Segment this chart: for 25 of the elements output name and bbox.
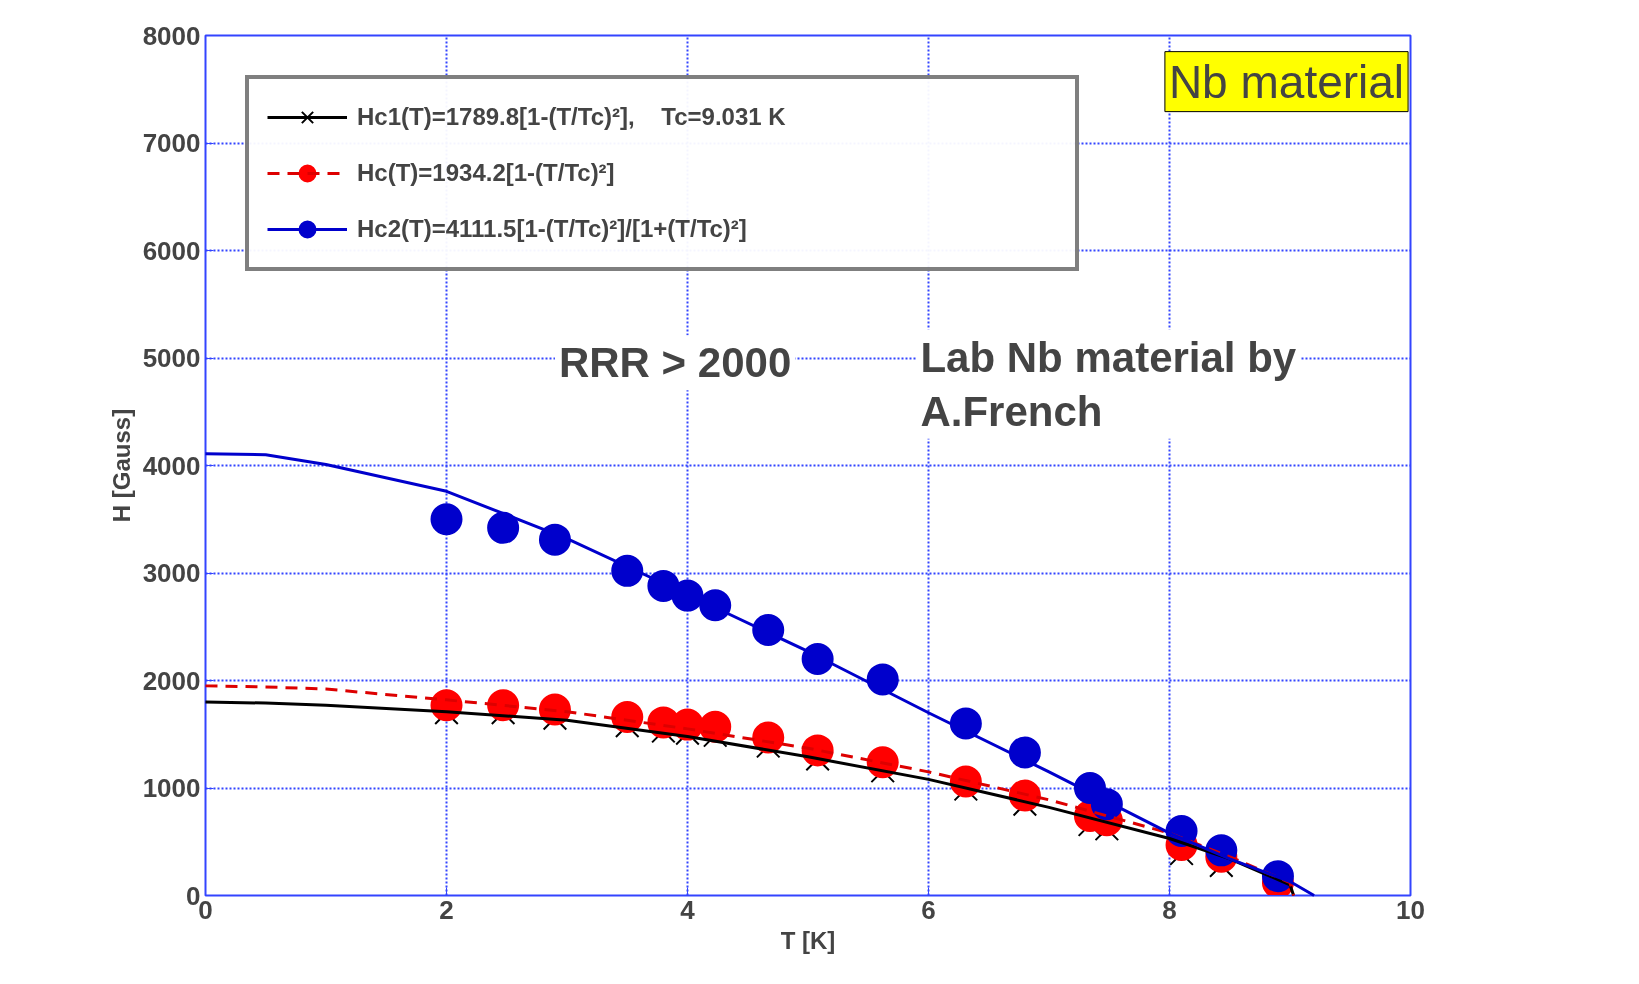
x-tick-label: 2 (439, 894, 454, 925)
y-axis-title: H [Gauss] (107, 408, 135, 523)
point (866, 663, 899, 696)
x-tick-label: 6 (921, 894, 936, 925)
annotation: Lab Nb material by A.French (920, 333, 1297, 435)
x-tick-label: 8 (1162, 894, 1177, 925)
point (430, 503, 463, 536)
y-tick-label: 5000 (142, 343, 201, 373)
y-tick-label: 3000 (142, 558, 201, 588)
y-tick-label: 2000 (142, 665, 201, 696)
x-tick-label: 4 (680, 894, 696, 925)
y-tick-label: 7000 (142, 128, 201, 158)
annotation: Nb material (1168, 55, 1405, 108)
line-series (204, 452, 1316, 897)
legend-label: Hc(T)=1934.2[1-(T/Tc)²] (357, 159, 616, 187)
annotation: RRR > 2000 (558, 339, 792, 387)
y-tick-label: 1000 (142, 773, 201, 803)
y-tick-label: 4000 (142, 450, 201, 481)
y-tick-label: 8000 (142, 20, 201, 51)
point (487, 511, 520, 544)
x-tick-label: 10 (1396, 894, 1425, 925)
legend-label: Hc2(T)=4111.5[1-(T/Tc)²]/[1+(T/Tc)²] (357, 215, 748, 243)
x-axis-title: T [K] (780, 926, 836, 954)
y-tick-label: 6000 (142, 235, 201, 266)
legend-label: Hc1(T)=1789.8[1-(T/Tc)²], Tc=9.031 K (357, 103, 787, 131)
